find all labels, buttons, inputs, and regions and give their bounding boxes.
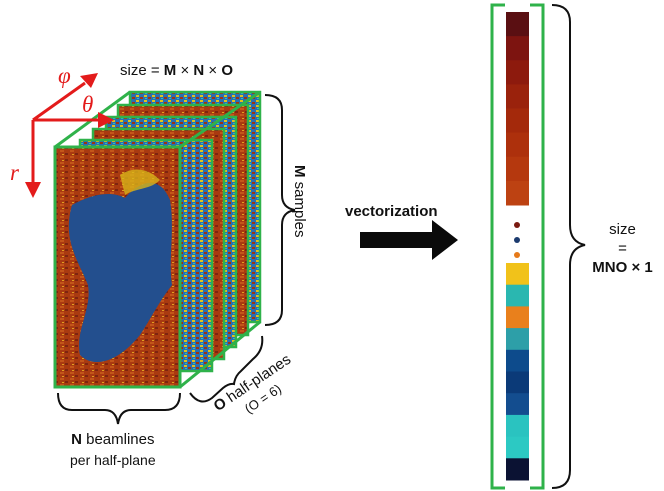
size-label: size = M × N × O: [120, 62, 233, 79]
vector-cell: [506, 132, 529, 158]
vector-cell: [506, 156, 529, 182]
size-m: M: [163, 62, 177, 79]
n-beamlines-bold: N: [71, 431, 82, 448]
vector-cell: [506, 84, 529, 109]
vector-size-line3: MNO × 1: [592, 259, 653, 276]
vectorization-label: vectorization: [345, 203, 438, 220]
vector-cell: [506, 328, 529, 351]
n-beamlines-sub: per half-plane: [70, 452, 156, 468]
m-samples-label: M samples: [291, 165, 308, 238]
vector-cell: [506, 393, 529, 416]
vector-left-bracket: [490, 3, 505, 490]
phi-label: φ: [58, 63, 71, 88]
ellipsis-dot: [514, 252, 520, 258]
size-o: O: [221, 62, 234, 79]
vector-cell: [506, 12, 529, 37]
ellipsis-dot: [514, 222, 520, 228]
vector-cell: [506, 180, 529, 206]
cube-edge-top-right: [179, 90, 261, 149]
ellipsis-dot: [514, 237, 520, 243]
r-axis-arrowhead: [25, 182, 41, 198]
front-slice-yellow-band: [120, 169, 160, 195]
m-samples-bold: M: [291, 165, 308, 178]
axes: [25, 73, 114, 198]
vector-cell: [506, 371, 529, 394]
m-samples-text: samples: [291, 177, 308, 238]
vector-cell: [506, 458, 529, 481]
theta-label: θ: [82, 92, 94, 117]
cube-edge-bottom-right: [179, 320, 261, 389]
phi-axis-arrowhead: [80, 73, 98, 88]
vector-cell: [506, 414, 529, 438]
n-beamlines-brace: [57, 392, 181, 425]
vector-cell: [506, 263, 529, 286]
front-slice: [53, 90, 261, 389]
vector-column: [506, 12, 529, 481]
n-beamlines-line1: N beamlines: [70, 430, 156, 450]
vector-size-line2: =: [618, 240, 627, 257]
vector-size-line1: size: [609, 221, 636, 238]
size-times-2: ×: [204, 62, 222, 79]
vector-cell: [506, 60, 529, 85]
m-samples-brace: [264, 94, 296, 326]
front-slice-blue-region: [68, 182, 172, 363]
r-label: r: [10, 160, 19, 185]
vector-size-brace: [551, 4, 586, 489]
phi-axis-line: [32, 81, 86, 122]
size-prefix: size =: [120, 62, 164, 79]
vector-size-label: size = MNO × 1: [585, 220, 660, 277]
vector-cell: [506, 306, 529, 329]
vector-cell: [506, 349, 529, 372]
n-beamlines-label: N beamlines per half-plane: [70, 430, 156, 470]
size-n: N: [193, 62, 205, 79]
vectorization-arrow: [360, 220, 458, 260]
vector-cell: [506, 36, 529, 61]
o-halfplanes-brace: [189, 335, 264, 403]
vector-cell: [506, 436, 529, 459]
vector-right-bracket: [530, 3, 545, 490]
vector-cell: [506, 108, 529, 134]
vector-cell: [506, 284, 529, 307]
size-times-1: ×: [176, 62, 194, 79]
front-slice-frame: [53, 145, 182, 389]
theta-axis-arrowhead: [98, 112, 114, 128]
n-beamlines-text: beamlines: [81, 431, 155, 448]
